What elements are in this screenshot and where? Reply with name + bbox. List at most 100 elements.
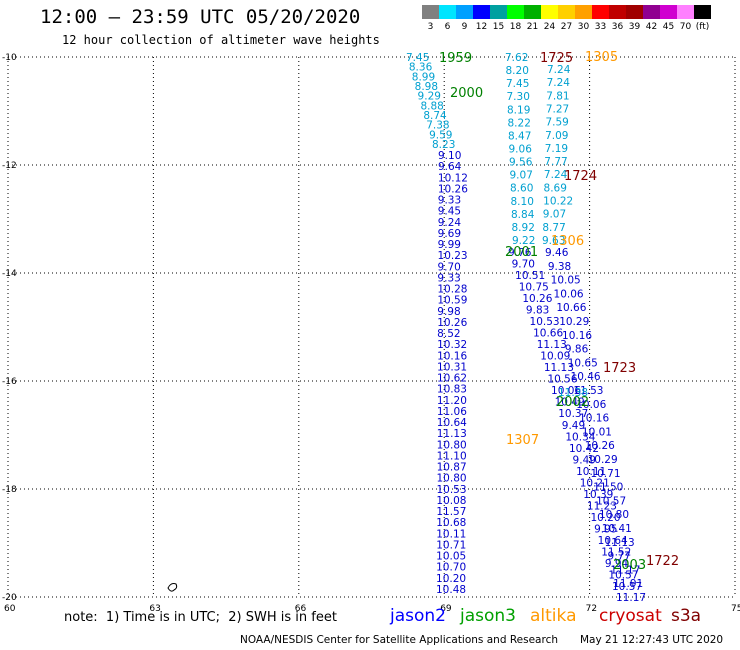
swh-value: 10.22 (543, 196, 573, 208)
swh-value: 8.60 (510, 183, 533, 195)
footer-credit: NOAA/NESDIS Center for Satellite Applica… (240, 634, 558, 646)
swh-value: 10.31 (437, 361, 467, 373)
island-outline (167, 583, 178, 592)
swh-value: 11.06 (437, 406, 467, 418)
swh-value: 10.32 (437, 339, 467, 351)
color-swatch (473, 5, 490, 19)
swh-value: 10.59 (437, 295, 467, 307)
swh-value: 10.66 (533, 328, 563, 340)
pass-time-labels: 1959 2000 1725 1305 1724 2001 1306 1723 2002 1307… (439, 50, 679, 573)
swh-value: 9.99 (438, 239, 461, 251)
color-swatch (626, 5, 643, 19)
lat-label: -12 (2, 161, 17, 171)
swh-value: 10.09 (540, 351, 570, 363)
lon-label: 69 (440, 604, 452, 614)
map-subtitle: 12 hour collection of altimeter wave hei… (62, 33, 380, 47)
color-scale-label: 24 (543, 22, 556, 32)
pass-time-label: 1307 (506, 433, 539, 448)
swh-value: 8.69 (544, 182, 567, 194)
pass-time-label: 2003 (613, 558, 646, 573)
swh-value: 7.24 (547, 64, 571, 76)
swh-value: 9.69 (438, 228, 461, 240)
color-scale-label: 15 (492, 22, 505, 32)
swh-value: 10.16 (562, 330, 592, 342)
swh-value: 10.34 (565, 431, 595, 443)
swh-value: 10.06 (551, 385, 581, 397)
swh-value: 11.13 (437, 428, 467, 440)
color-swatch (541, 5, 558, 19)
swh-value: 8.36 (409, 62, 433, 74)
pass-time-label: 1305 (585, 50, 618, 65)
swh-value: 10.26 (437, 317, 467, 329)
swh-value: 9.77 (607, 551, 630, 563)
swh-value: 10.48 (436, 584, 466, 596)
swh-value: 8.52 (437, 328, 460, 340)
swh-value: 10.57 (608, 569, 638, 581)
swh-value: 10.11 (576, 466, 606, 478)
swh-value: 10.65 (568, 357, 598, 369)
swh-value: 8.23 (432, 139, 455, 151)
color-swatch (524, 5, 541, 19)
swh-value: 10.42 (569, 443, 599, 455)
swh-value: 7.45 (406, 52, 429, 64)
swh-value: 11.13 (544, 362, 574, 374)
lat-label: -16 (2, 377, 17, 387)
swh-value: 10.71 (590, 468, 620, 480)
swh-value: 8.22 (508, 117, 531, 129)
swh-value: 9.56 (509, 157, 533, 169)
swh-value: 11.52 (601, 546, 631, 558)
color-scale-label: 3 (427, 22, 434, 32)
swh-value: 9.38 (548, 261, 571, 273)
swh-value: 10.80 (599, 509, 629, 521)
swh-value: 7.38 (426, 120, 449, 132)
swh-value: 7.19 (545, 143, 568, 155)
swh-value: 10.71 (436, 539, 466, 551)
swh-value: 9.33 (438, 195, 461, 207)
swh-value: 9.64 (438, 161, 462, 173)
swh-value: 10.01 (582, 426, 612, 438)
lon-label: 63 (149, 604, 160, 614)
swh-value: 7.77 (544, 156, 567, 168)
swh-value: 9.76 (508, 247, 532, 259)
swh-value: 9.07 (543, 209, 566, 221)
swh-value: 9.46 (545, 247, 569, 259)
color-swatch (507, 5, 524, 19)
pass-time-label: 2001 (505, 245, 538, 260)
swh-value: 8.84 (511, 209, 535, 221)
swh-value: 10.57 (612, 581, 642, 593)
color-scale-label: 27 (560, 22, 573, 32)
swh-value: 9.98 (437, 306, 460, 318)
color-swatch (575, 5, 592, 19)
swh-value: 9.33 (437, 272, 460, 284)
swh-value: 11.13 (605, 537, 635, 549)
swh-value: 9.94 (605, 558, 629, 570)
swh-value: 7.24 (547, 77, 571, 89)
swh-value: 10.64 (598, 535, 628, 547)
swh-value: 10.51 (515, 270, 545, 282)
pass-time-label: 1959 (439, 51, 472, 66)
color-swatch (694, 5, 711, 19)
swh-value: 10.06 (554, 288, 584, 300)
swh-value: 10.56 (547, 374, 577, 386)
swh-value: 8.47 (508, 130, 531, 142)
swh-value: 10.26 (438, 183, 468, 195)
swh-value: 10.41 (602, 523, 632, 535)
swh-value: 10.46 (571, 371, 601, 383)
color-scale-label: 42 (645, 22, 658, 32)
swh-value: 10.29 (588, 454, 618, 466)
swh-value: 9.07 (510, 170, 533, 182)
swh-value: 11.13 (537, 339, 567, 351)
swh-value: 10.11 (436, 528, 466, 540)
swh-value: 9.86 (565, 344, 589, 356)
swh-value: 7.09 (545, 130, 568, 142)
swh-value: 10.16 (437, 350, 467, 362)
pass-time-label: 2000 (450, 86, 483, 101)
color-swatch (677, 5, 694, 19)
color-scale-label: 36 (611, 22, 624, 32)
color-scale-label: 30 (577, 22, 590, 32)
swh-value: 8.99 (412, 71, 435, 83)
swh-value: 10.53 (436, 484, 466, 496)
swh-value: 9.63 (542, 235, 565, 247)
